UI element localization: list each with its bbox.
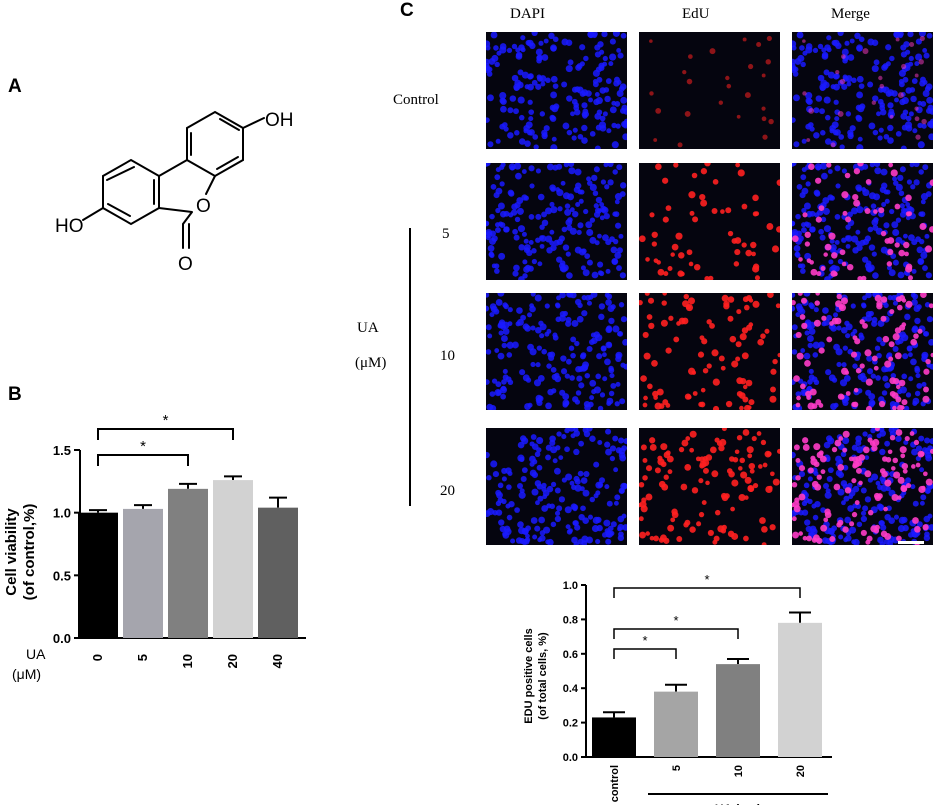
panel-b-letter: B: [8, 384, 22, 405]
y-tick-label-b: 0.0: [53, 631, 71, 646]
significance-bracket-c: [613, 628, 739, 639]
x-tick-label-c: 5: [671, 765, 683, 771]
significance-star-c: *: [673, 613, 678, 628]
chemical-structure: OH HO O O: [55, 110, 294, 275]
significance-bracket-b: [97, 454, 189, 466]
y-tick-label-b: 1.0: [53, 506, 71, 521]
x-tick-label-b: 0: [90, 654, 105, 661]
bar-b-0: [78, 512, 118, 638]
y-tick-label-b: 0.5: [53, 568, 71, 583]
y-axis-label-c: EDU positive cells: [523, 628, 535, 723]
column-header-dapi: DAPI: [510, 6, 546, 22]
bar-c-20: [778, 622, 822, 757]
group-label-unit: (μM): [355, 355, 387, 371]
y-axis-label-b: Cell viability: [3, 508, 20, 596]
bar-b-40: [258, 507, 298, 638]
micro-tile-merge-10: [792, 293, 933, 410]
significance-bracket-b: [97, 428, 234, 440]
micro-tile-merge-5: [792, 163, 933, 280]
bar-b-5: [123, 508, 163, 638]
bar-c-control: [592, 717, 636, 757]
row-label-10: 10: [440, 348, 455, 364]
micro-tile-merge-20: [792, 428, 933, 545]
row-label-20: 20: [440, 483, 455, 499]
micro-tile-edu-20: [639, 428, 780, 545]
x-tick-label-b: 40: [270, 654, 285, 668]
significance-star-b: *: [140, 438, 146, 455]
y-tick-label-c: 0.6: [563, 649, 578, 661]
x-tick-label-c: 10: [733, 765, 745, 777]
y-axis-label-c-unit: (of total cells, %): [537, 632, 549, 720]
carbonyl-oxygen-label: O: [178, 254, 193, 275]
x-tick-label-c: control: [609, 765, 621, 802]
x-tick-label-b: 5: [135, 654, 150, 661]
micro-tile-dapi-20: [486, 428, 627, 545]
row-label-control: Control: [393, 92, 439, 108]
row-label-5: 5: [442, 226, 450, 242]
significance-bracket-c: [613, 587, 801, 598]
y-tick-label-c: 0.4: [563, 683, 579, 695]
micro-tile-dapi-control: [486, 32, 627, 149]
y-tick-label-c: 0.8: [563, 614, 578, 626]
micro-tile-dapi-5: [486, 163, 627, 280]
y-tick-label-c: 0.0: [563, 752, 578, 764]
significance-bracket-c: [613, 648, 677, 659]
micro-tile-dapi-10: [486, 293, 627, 410]
x-axis-label-b-unit: (μM): [12, 666, 41, 682]
bar-c-5: [654, 691, 698, 757]
x-tick-label-c: 20: [795, 765, 807, 777]
bar-c-10: [716, 664, 760, 757]
significance-star-b: *: [163, 412, 169, 429]
group-label-ua: UA: [357, 320, 379, 336]
significance-star-c: *: [642, 633, 647, 648]
y-axis-label-b-unit: (of control,%): [21, 504, 38, 601]
oh-label-top: OH: [265, 110, 294, 131]
bar-b-10: [168, 488, 208, 638]
column-header-merge: Merge: [831, 6, 870, 22]
cell-viability-chart: 0.0 0.5 1.0 1.5 0 5 10 20 40 * * Cell viability (of …: [3, 412, 306, 682]
micro-tile-edu-control: [639, 32, 780, 149]
group-bracket-line: [409, 228, 411, 506]
micro-tile-edu-5: [639, 163, 780, 280]
ho-label-left: HO: [55, 216, 84, 237]
x-tick-label-b: 10: [180, 654, 195, 668]
column-header-edu: EdU: [682, 6, 710, 22]
y-tick-label-c: 0.2: [563, 718, 578, 730]
x-axis-label-c: UA (μm): [715, 802, 761, 805]
x-tick-label-b: 20: [225, 654, 240, 668]
ring-oxygen-label: O: [196, 196, 211, 217]
significance-star-c: *: [704, 572, 709, 587]
x-axis-label-b: UA: [26, 646, 46, 662]
panel-a-letter: A: [8, 76, 22, 97]
micro-tile-edu-10: [639, 293, 780, 410]
micro-tile-merge-control: [792, 32, 933, 149]
panel-c-letter: C: [400, 0, 414, 21]
bar-b-20: [213, 480, 253, 638]
scale-bar: [898, 541, 924, 544]
y-tick-label-c: 1.0: [563, 580, 578, 592]
y-tick-label-b: 1.5: [53, 443, 71, 458]
edu-positive-chart: 0.0 0.2 0.4 0.6 0.8 1.0 control 5 10 20 * * * UA (μm)…: [523, 572, 832, 805]
